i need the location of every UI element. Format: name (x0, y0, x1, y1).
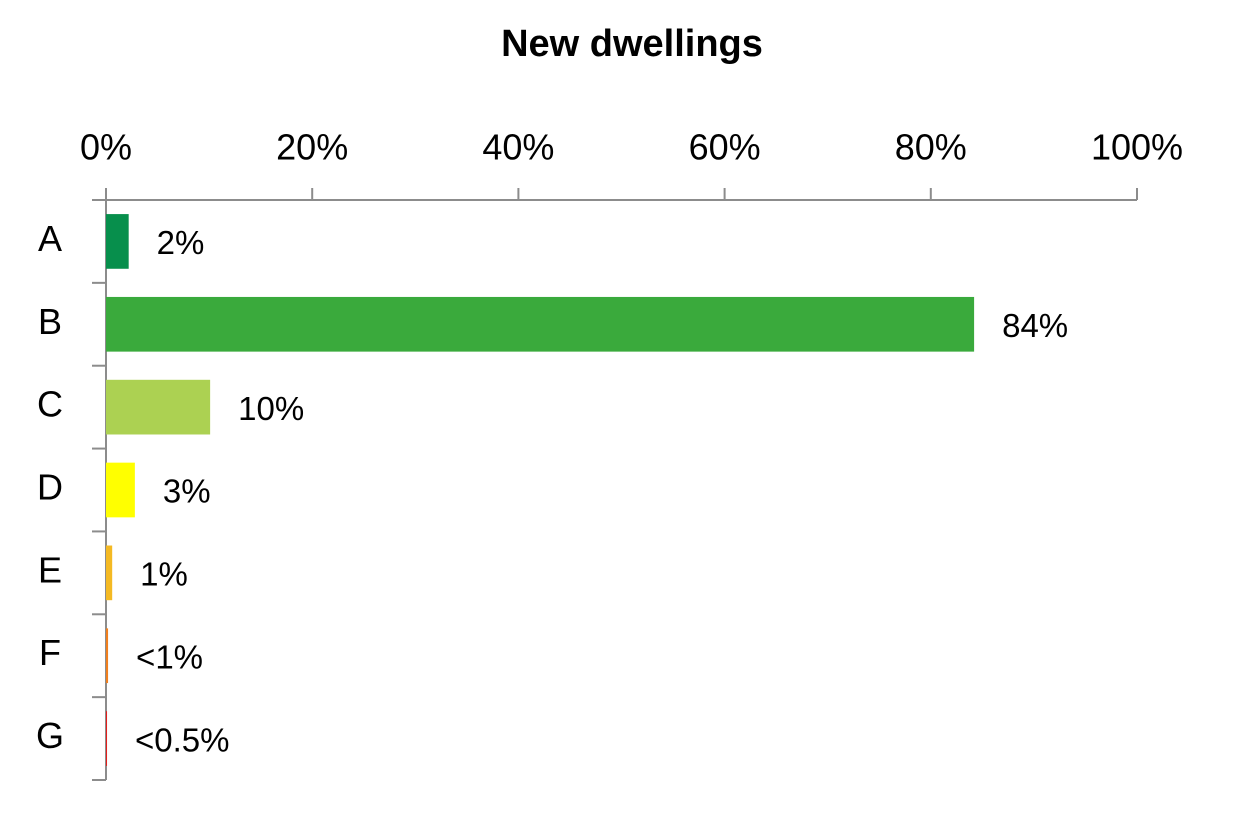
x-tick-label: 40% (482, 127, 554, 168)
y-tick-label: A (38, 218, 62, 259)
chart-title: New dwellings (501, 23, 763, 65)
bar (106, 462, 135, 518)
value-label: 10% (238, 390, 304, 427)
x-tick-label: 60% (689, 127, 761, 168)
bar (106, 628, 109, 684)
x-tick-label: 20% (276, 127, 348, 168)
value-label: 2% (157, 224, 205, 261)
value-label: 3% (163, 473, 211, 510)
value-label: 1% (140, 556, 188, 593)
y-tick-label: F (39, 632, 61, 673)
bar (106, 214, 129, 269)
value-label: <1% (136, 638, 203, 675)
x-tick-label: 0% (80, 127, 132, 168)
bar (106, 545, 113, 601)
y-tick-label: G (36, 715, 64, 756)
y-tick-label: B (38, 301, 62, 342)
bar (106, 379, 211, 435)
y-tick-label: E (38, 549, 62, 590)
x-tick-label: 100% (1091, 127, 1183, 168)
y-tick-label: C (37, 384, 63, 425)
value-label: 84% (1002, 307, 1068, 344)
y-tick-label: D (37, 467, 63, 508)
bar (106, 711, 108, 766)
value-label: <0.5% (135, 721, 230, 758)
bar (106, 296, 975, 352)
x-tick-label: 80% (895, 127, 967, 168)
